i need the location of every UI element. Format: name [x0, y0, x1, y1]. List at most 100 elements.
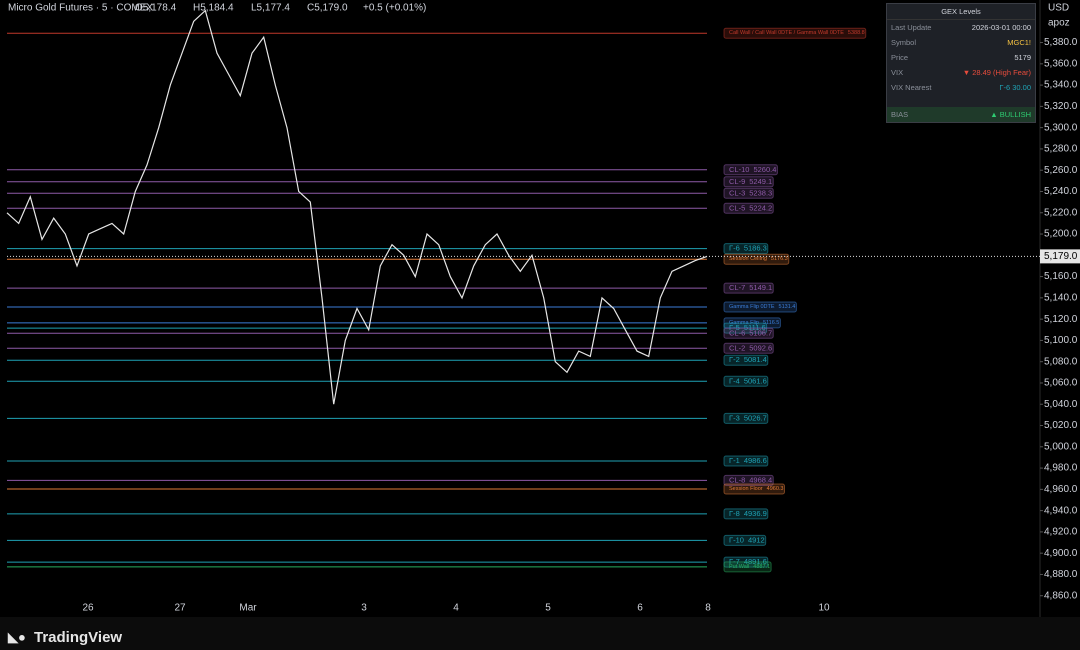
row: Symbol MGC1! [887, 35, 1035, 50]
level-label: Γ-10 4912 [723, 534, 767, 546]
level-name: Γ-4 [729, 376, 740, 385]
x-tick-label: 8 [705, 603, 711, 614]
level-box [723, 474, 774, 486]
level-value: 5026.7 [744, 413, 767, 422]
val: ▼ 28.49 (High Fear) [962, 68, 1031, 77]
level-box [723, 534, 767, 546]
level-name: Γ-8 [729, 509, 740, 518]
x-tick-label: 6 [637, 603, 643, 614]
key: Symbol [891, 38, 917, 47]
level-value: 5176.3 [771, 257, 788, 263]
level-name: Put Wall [729, 564, 749, 570]
y-tick-label: 4,980.0 [1044, 463, 1078, 474]
level-name: Γ-5 [729, 323, 740, 332]
level-value: 4912 [748, 535, 765, 544]
y-tick-label: 5,020.0 [1044, 420, 1078, 431]
level-name: CL-5 [729, 203, 745, 212]
level-value: 4986.6 [744, 456, 767, 465]
level-label: CL-6 5106.7 [723, 327, 774, 339]
key: BIAS [891, 110, 909, 119]
level-label: Gamma Flip 0DTE 5131.4 [723, 301, 797, 313]
level-name: Γ-6 [729, 244, 740, 253]
y-tick-label: 5,080.0 [1044, 356, 1078, 367]
level-name: CL-2 [729, 343, 745, 352]
brand[interactable]: TradingView [34, 629, 122, 646]
level-label: CL-5 5224.2 [723, 202, 774, 214]
y-tick-label: 4,960.0 [1044, 484, 1078, 495]
level-text: Γ-2 5081.4 [729, 355, 767, 364]
level-name: CL-3 [729, 188, 745, 197]
y-tick-label: 5,260.0 [1044, 165, 1078, 176]
y-tick-label: 5,340.0 [1044, 80, 1078, 91]
level-box [723, 164, 778, 176]
level-box [723, 412, 769, 424]
level-text: Gamma Flip 0DTE 5131.4 [729, 304, 795, 310]
ohlc-value: +0.5 (+0.01%) [363, 3, 426, 14]
level-label: Γ-1 4986.6 [723, 455, 769, 467]
level-text: Γ-6 5186.3 [729, 244, 767, 253]
y-tick-label: 4,940.0 [1044, 505, 1078, 516]
level-value: 5061.6 [744, 376, 767, 385]
level-box [723, 301, 797, 313]
level-label: Session Ceiling 5176.3 [723, 253, 790, 265]
y-tick-label: 5,060.0 [1044, 378, 1078, 389]
level-name: CL-8 [729, 475, 745, 484]
level-box [723, 187, 774, 199]
currency: USD [1048, 3, 1069, 14]
level-value: 5238.3 [749, 188, 772, 197]
row: Price 5179 [887, 50, 1035, 65]
level-value: 4968.4 [749, 475, 772, 484]
level-name: Gamma Flip 0DTE [729, 304, 775, 310]
level-box [723, 342, 774, 354]
level-value: 5131.4 [779, 304, 796, 310]
level-label: CL-3 5238.3 [723, 187, 774, 199]
level-name: Γ-2 [729, 355, 740, 364]
level-label: Γ-3 5026.7 [723, 412, 769, 424]
level-box [723, 327, 774, 339]
x-tick-label: 10 [818, 603, 830, 614]
key: Last Update [891, 23, 932, 32]
level-text: Call Wall / Call Wall 0DTE / Gamma Wall … [729, 31, 865, 37]
level-text: CL-8 4968.4 [729, 475, 772, 484]
level-text: Γ-3 5026.7 [729, 413, 767, 422]
level-box [723, 483, 785, 495]
level-value: 5081.4 [744, 355, 767, 364]
level-box [723, 354, 769, 366]
level-label: Session Floor 4960.3 [723, 483, 785, 495]
level-value: 5224.2 [749, 203, 772, 212]
level-label: CL-7 5149.1 [723, 282, 774, 294]
y-tick-label: 5,120.0 [1044, 314, 1078, 325]
y-tick-label: 4,880.0 [1044, 569, 1078, 580]
x-tick-label: 4 [453, 603, 459, 614]
level-box [723, 176, 774, 188]
y-tick-label: 5,040.0 [1044, 399, 1078, 410]
level-text: Γ-4 5061.6 [729, 376, 767, 385]
level-text: CL-2 5092.6 [729, 343, 772, 352]
ohlc-value: L5,177.4 [251, 3, 290, 14]
level-label: Γ-2 5081.4 [723, 354, 769, 366]
level-value: 5260.4 [753, 165, 776, 174]
y-tick-label: 5,320.0 [1044, 101, 1078, 112]
level-label: Γ-8 4936.9 [723, 508, 769, 520]
row: VIX ▼ 28.49 (High Fear) [887, 65, 1035, 80]
last-price-label: 5,179.0 [1044, 251, 1078, 262]
y-tick-label: 5,240.0 [1044, 186, 1078, 197]
y-tick-label: 4,860.0 [1044, 590, 1078, 601]
level-label: CL-9 5249.1 [723, 176, 774, 188]
level-text: Γ-1 4986.6 [729, 456, 767, 465]
level-name: Γ-1 [729, 456, 740, 465]
y-tick-label: 5,280.0 [1044, 144, 1078, 155]
level-label: CL-2 5092.6 [723, 342, 774, 354]
y-tick-label: 4,900.0 [1044, 548, 1078, 559]
ohlc-value: C5,179.0 [307, 3, 348, 14]
level-text: Session Floor 4960.3 [729, 486, 783, 492]
y-tick-label: 5,220.0 [1044, 207, 1078, 218]
x-tick-label: 27 [174, 603, 186, 614]
level-label: CL-10 5260.4 [723, 164, 778, 176]
ohlc-value: O5,178.4 [135, 3, 177, 14]
row: Last Update 2026-03-01 00:00 [887, 20, 1035, 35]
level-text: Γ-10 4912 [729, 535, 765, 544]
val: ▲ BULLISH [990, 110, 1031, 119]
